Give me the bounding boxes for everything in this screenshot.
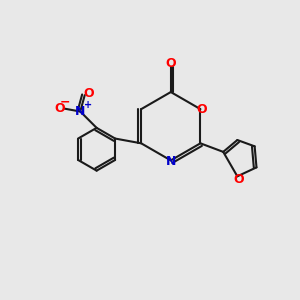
Text: O: O xyxy=(166,57,176,70)
Text: N: N xyxy=(75,105,86,118)
Text: −: − xyxy=(60,95,71,109)
Text: N: N xyxy=(166,155,176,168)
Text: O: O xyxy=(196,103,207,116)
Text: +: + xyxy=(84,100,92,110)
Text: O: O xyxy=(233,173,244,186)
Text: O: O xyxy=(83,87,94,100)
Text: O: O xyxy=(54,102,65,115)
